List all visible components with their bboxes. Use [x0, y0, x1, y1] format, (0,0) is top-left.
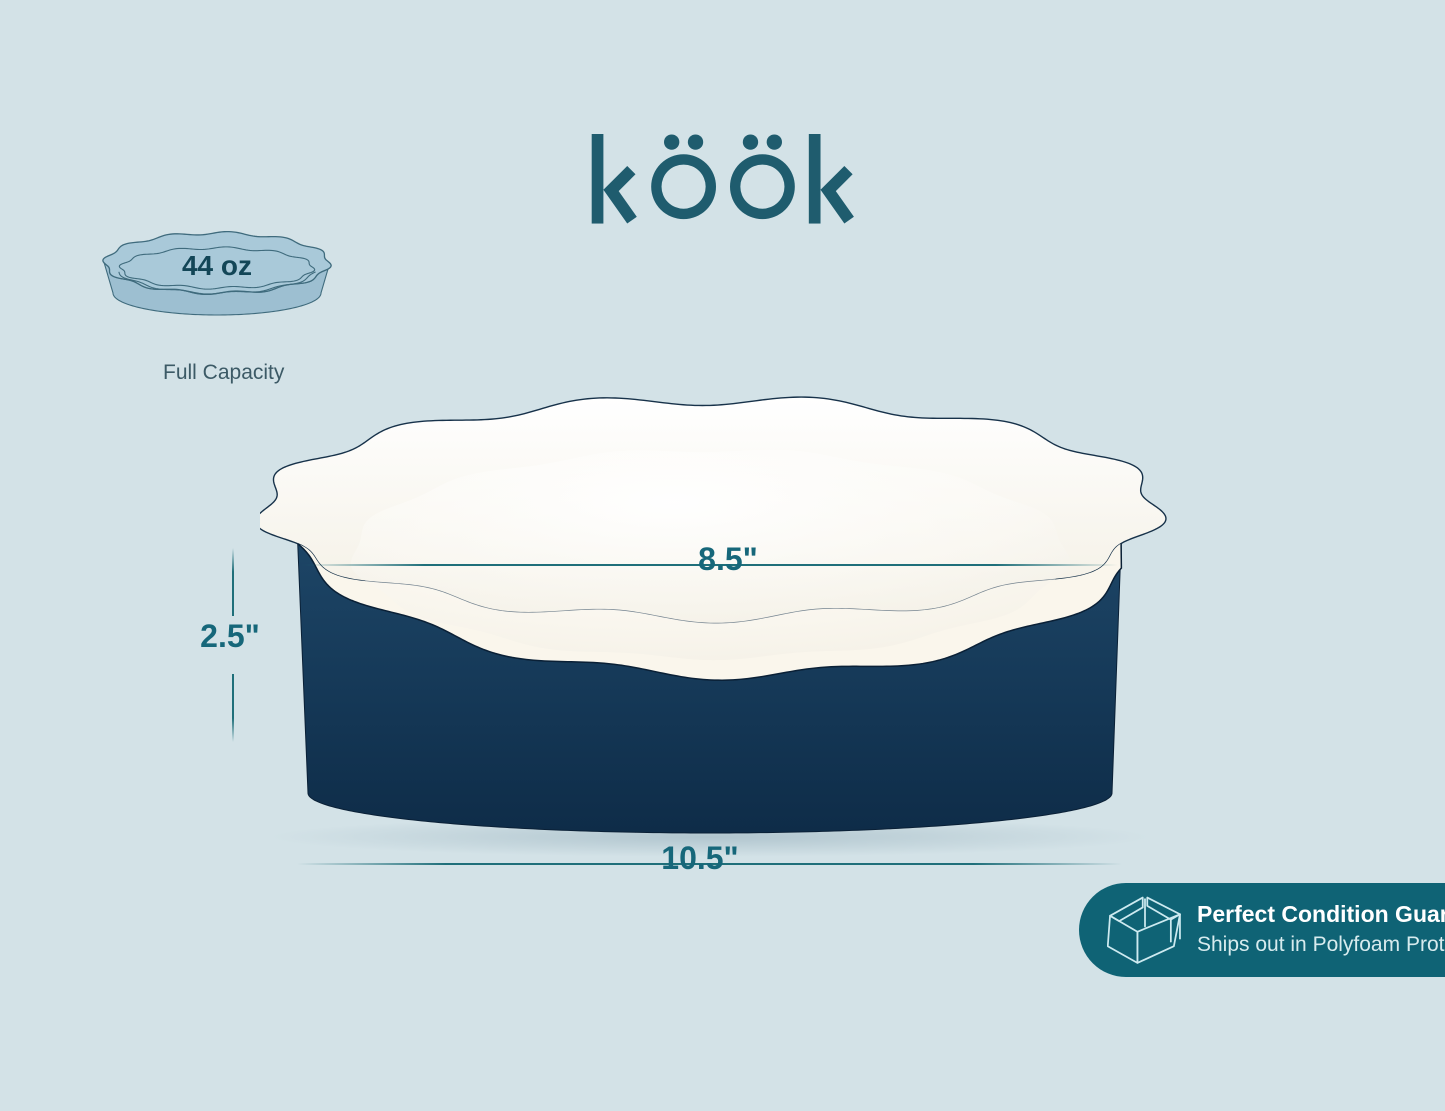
- svg-text:44 oz: 44 oz: [182, 250, 252, 281]
